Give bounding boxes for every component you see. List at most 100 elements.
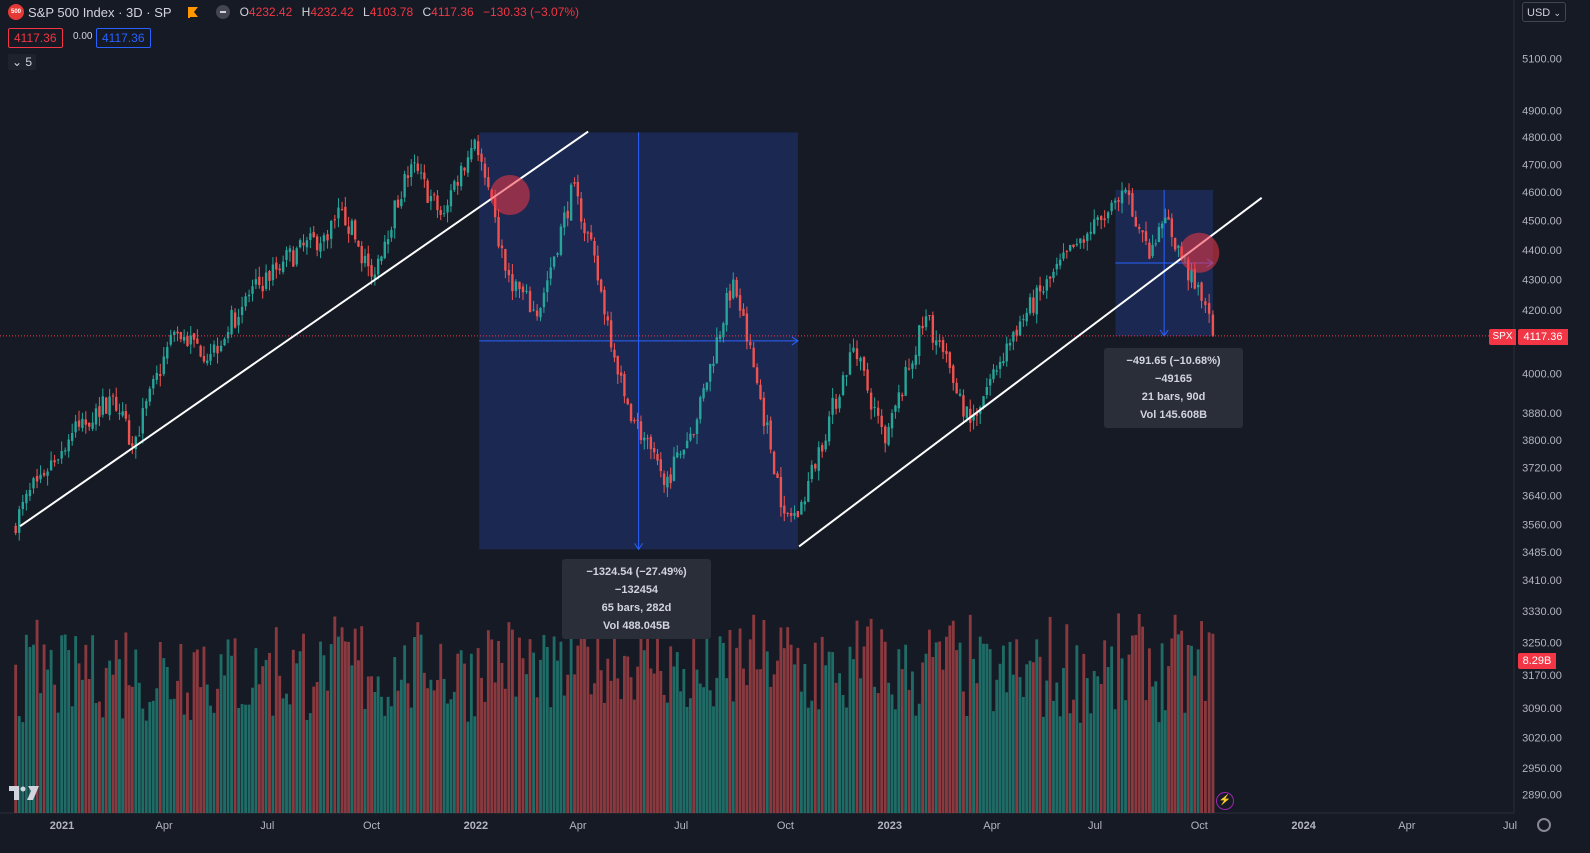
volume-bar	[735, 647, 739, 813]
candle-body	[312, 232, 315, 237]
candle-body	[413, 162, 416, 164]
candle-body	[563, 212, 566, 228]
candle-body	[1170, 218, 1174, 237]
volume-bar	[907, 689, 911, 813]
candle-body	[251, 286, 254, 294]
candle-body	[470, 148, 473, 160]
candle-body	[216, 345, 219, 354]
candle-body	[67, 439, 70, 452]
candle-body	[1099, 216, 1103, 220]
volume-bar	[406, 683, 410, 813]
candle-body	[776, 473, 779, 478]
volume-bar	[165, 666, 169, 813]
candle-body	[88, 422, 91, 427]
candle-body	[1131, 193, 1134, 217]
candle-body	[476, 141, 480, 156]
volume-bar	[350, 665, 354, 813]
volume-bar	[1035, 639, 1039, 813]
volume-bar	[493, 682, 497, 813]
volume-bar	[965, 715, 969, 813]
sell-button[interactable]: 4117.36	[8, 28, 63, 48]
candle-body	[1127, 190, 1131, 195]
volume-bar	[652, 673, 656, 813]
volume-bar	[363, 709, 367, 813]
candle-body	[1160, 223, 1164, 229]
volume-bar	[148, 701, 152, 813]
candle-body	[682, 449, 686, 455]
candle-body	[507, 269, 511, 276]
candle-body	[1058, 259, 1062, 266]
volume-bar	[380, 696, 383, 813]
volume-bar	[562, 695, 566, 813]
candle-body	[390, 229, 393, 238]
candle-body	[952, 365, 955, 383]
volume-bar	[456, 653, 460, 813]
currency-select[interactable]: USD ⌄	[1522, 2, 1566, 22]
volume-bar	[295, 663, 299, 813]
candle-body	[831, 397, 834, 415]
volume-bar	[712, 706, 715, 813]
volume-bar	[195, 649, 199, 813]
volume-bar	[688, 698, 692, 813]
volume-bar	[121, 718, 125, 813]
candle-body	[118, 413, 121, 415]
gear-icon[interactable]	[1537, 818, 1551, 832]
candle-body	[772, 451, 776, 475]
volume-bar	[389, 706, 393, 813]
candle-body	[1204, 301, 1207, 305]
flag-icon[interactable]	[187, 6, 198, 18]
volume-bar	[586, 646, 590, 813]
candle-body	[105, 397, 108, 414]
buy-button[interactable]: 4117.36	[96, 28, 151, 48]
symbol-title[interactable]: S&P 500 Index · 3D · SP	[28, 4, 172, 20]
hide-icon[interactable]	[215, 5, 230, 19]
candle-body	[1177, 245, 1180, 248]
candle-body	[237, 316, 240, 326]
volume-bar	[503, 688, 507, 813]
candle-body	[63, 450, 67, 452]
volume-bar	[172, 698, 176, 813]
volume-bar	[393, 657, 397, 813]
candle-body	[275, 262, 278, 270]
candle-body	[347, 226, 350, 234]
candle-body	[1055, 263, 1058, 270]
candle-body	[810, 464, 813, 479]
price-tick-label: 3330.00	[1522, 606, 1562, 618]
volume-bar	[995, 679, 999, 813]
volume-bar	[880, 629, 884, 813]
candle-body	[712, 363, 715, 367]
candle-body	[487, 177, 490, 188]
candle-body	[202, 355, 206, 362]
candle-body	[344, 206, 347, 226]
volume-bar	[769, 686, 773, 813]
candle-body	[186, 336, 189, 347]
indicators-toggle[interactable]: ⌄ 5	[8, 54, 37, 70]
volume-bar	[1048, 616, 1052, 813]
lightning-icon[interactable]: ⚡	[1216, 792, 1234, 810]
volume-bar	[869, 618, 873, 813]
volume-bar	[803, 664, 807, 813]
candle-body	[396, 199, 400, 208]
candle-body	[1167, 216, 1170, 220]
tradingview-logo-icon[interactable]	[9, 786, 39, 800]
volume-bar	[28, 646, 32, 813]
candle-body	[894, 405, 897, 412]
candle-body	[715, 337, 718, 364]
candle-body	[807, 480, 810, 502]
candle-body	[288, 248, 292, 253]
candle-body	[1032, 297, 1035, 313]
candle-body	[329, 220, 333, 239]
volume-bar	[725, 678, 729, 813]
candle-body	[1200, 282, 1203, 301]
candle-body	[466, 157, 470, 173]
volume-bar	[426, 688, 430, 813]
volume-bar	[219, 654, 223, 813]
volume-bar	[968, 614, 972, 813]
volume-bar	[17, 716, 21, 813]
volume-bar	[838, 673, 842, 813]
candle-body	[685, 440, 689, 449]
volume-bar	[988, 649, 992, 813]
volume-bar	[322, 655, 326, 813]
volume-bar	[469, 653, 473, 813]
